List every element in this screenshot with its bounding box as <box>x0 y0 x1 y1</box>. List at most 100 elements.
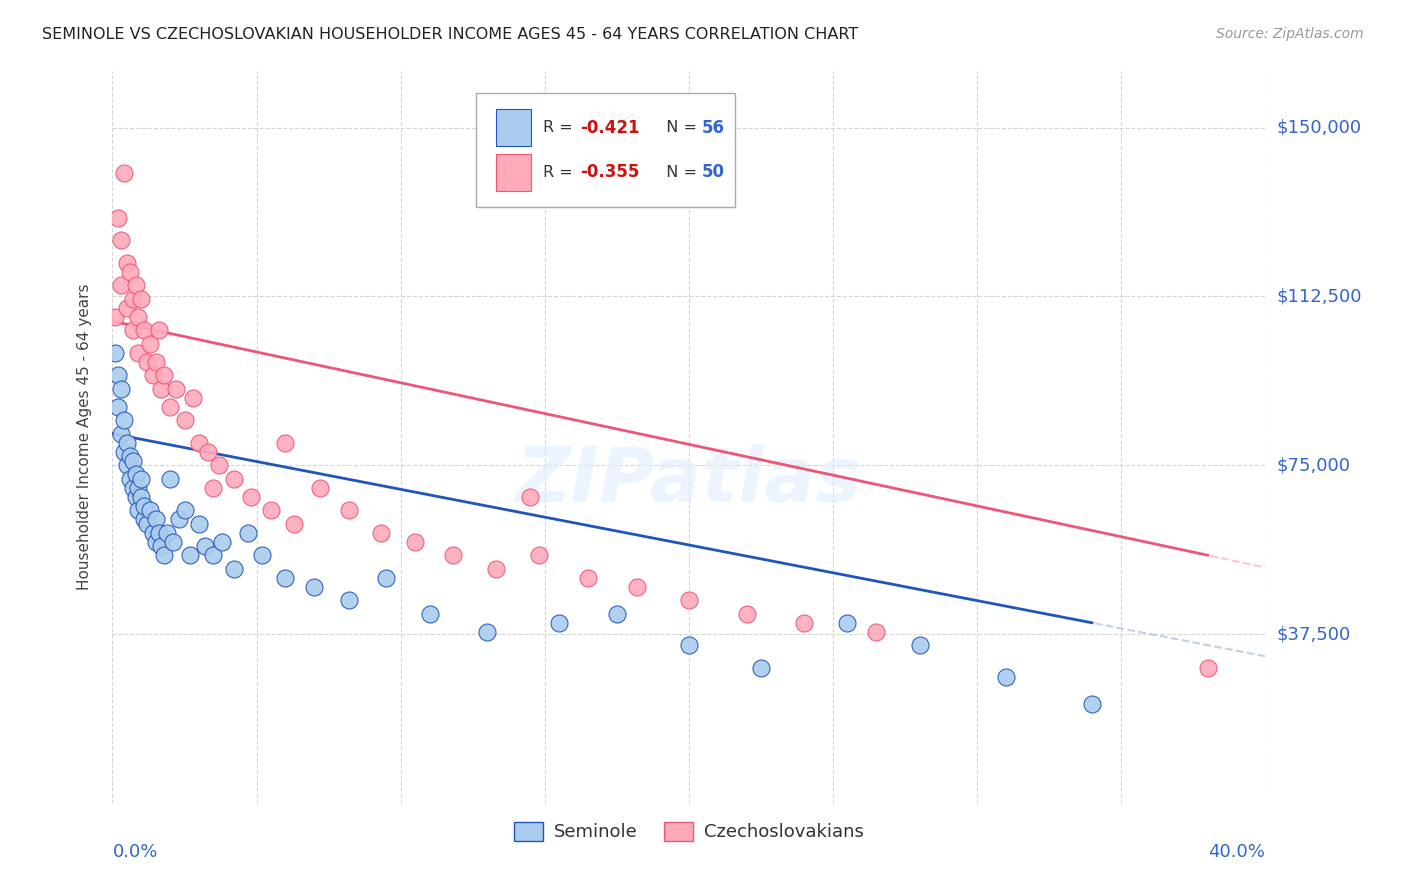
Text: $112,500: $112,500 <box>1277 287 1362 305</box>
Point <box>865 624 887 639</box>
Point <box>159 400 181 414</box>
Point <box>441 548 464 562</box>
Point <box>129 472 153 486</box>
Point <box>142 368 165 383</box>
Point <box>202 548 225 562</box>
Point <box>127 345 149 359</box>
Point <box>252 548 274 562</box>
Y-axis label: Householder Income Ages 45 - 64 years: Householder Income Ages 45 - 64 years <box>77 284 91 591</box>
Point <box>129 292 153 306</box>
Bar <box>475 94 735 207</box>
Point <box>124 278 146 293</box>
Text: 40.0%: 40.0% <box>1209 843 1265 861</box>
Point <box>527 548 550 562</box>
Point <box>375 571 398 585</box>
Point <box>115 435 138 450</box>
Legend: Seminole, Czechoslovakians: Seminole, Czechoslovakians <box>506 814 872 848</box>
Point <box>148 525 170 540</box>
Point <box>153 548 176 562</box>
Point <box>188 516 211 531</box>
Point <box>188 435 211 450</box>
Point <box>107 211 129 225</box>
Text: SEMINOLE VS CZECHOSLOVAKIAN HOUSEHOLDER INCOME AGES 45 - 64 YEARS CORRELATION CH: SEMINOLE VS CZECHOSLOVAKIAN HOUSEHOLDER … <box>42 27 859 42</box>
Point <box>112 444 135 458</box>
Point <box>129 490 153 504</box>
Point <box>626 580 648 594</box>
Point <box>121 481 143 495</box>
Point <box>197 444 219 458</box>
Point <box>1081 697 1104 711</box>
Point <box>419 607 441 621</box>
Point <box>173 413 195 427</box>
Point <box>112 166 135 180</box>
Point <box>519 490 541 504</box>
Point <box>148 323 170 337</box>
Point <box>337 593 360 607</box>
Point <box>156 525 179 540</box>
Point <box>1197 661 1219 675</box>
Point <box>115 255 138 269</box>
Point <box>115 458 138 473</box>
Text: Source: ZipAtlas.com: Source: ZipAtlas.com <box>1216 27 1364 41</box>
Point <box>208 458 231 473</box>
Text: $75,000: $75,000 <box>1277 456 1351 475</box>
Point <box>136 516 159 531</box>
Text: 0.0%: 0.0% <box>112 843 157 861</box>
Point <box>127 503 149 517</box>
Point <box>118 449 141 463</box>
Point <box>124 467 146 482</box>
Text: ZIPatlas: ZIPatlas <box>516 444 862 518</box>
Point <box>274 571 297 585</box>
Point <box>548 615 571 630</box>
Point <box>118 265 141 279</box>
Point <box>165 382 187 396</box>
Point <box>118 472 141 486</box>
Point <box>150 539 173 553</box>
Point <box>127 481 149 495</box>
Point <box>121 292 143 306</box>
Point <box>908 638 931 652</box>
Point <box>110 278 132 293</box>
Point <box>274 435 297 450</box>
Text: 50: 50 <box>702 163 724 181</box>
Point <box>211 534 233 549</box>
Point <box>107 400 129 414</box>
Text: -0.355: -0.355 <box>581 163 640 181</box>
Point <box>110 233 132 247</box>
Point <box>485 562 508 576</box>
Text: $37,500: $37,500 <box>1277 625 1351 643</box>
Point <box>995 670 1018 684</box>
Text: $150,000: $150,000 <box>1277 119 1361 136</box>
Point <box>104 310 127 324</box>
Point <box>134 499 156 513</box>
Point <box>112 413 135 427</box>
Point <box>678 638 700 652</box>
Point <box>239 490 262 504</box>
Point <box>139 503 162 517</box>
Point <box>142 525 165 540</box>
Point <box>121 323 143 337</box>
Text: N =: N = <box>655 165 702 180</box>
Point <box>121 453 143 467</box>
Point <box>153 368 176 383</box>
Point <box>179 548 201 562</box>
Point <box>370 525 392 540</box>
Point <box>678 593 700 607</box>
Text: N =: N = <box>655 120 702 136</box>
Point <box>124 490 146 504</box>
Point <box>107 368 129 383</box>
Point <box>236 525 259 540</box>
Point <box>110 426 132 441</box>
Point <box>309 481 332 495</box>
Text: 56: 56 <box>702 119 724 136</box>
Point <box>127 310 149 324</box>
Text: -0.421: -0.421 <box>581 119 640 136</box>
Point <box>162 534 184 549</box>
Point <box>145 534 167 549</box>
Point <box>337 503 360 517</box>
Text: R =: R = <box>543 165 578 180</box>
Point <box>606 607 628 621</box>
Point <box>167 512 190 526</box>
Point <box>404 534 426 549</box>
Point <box>260 503 283 517</box>
